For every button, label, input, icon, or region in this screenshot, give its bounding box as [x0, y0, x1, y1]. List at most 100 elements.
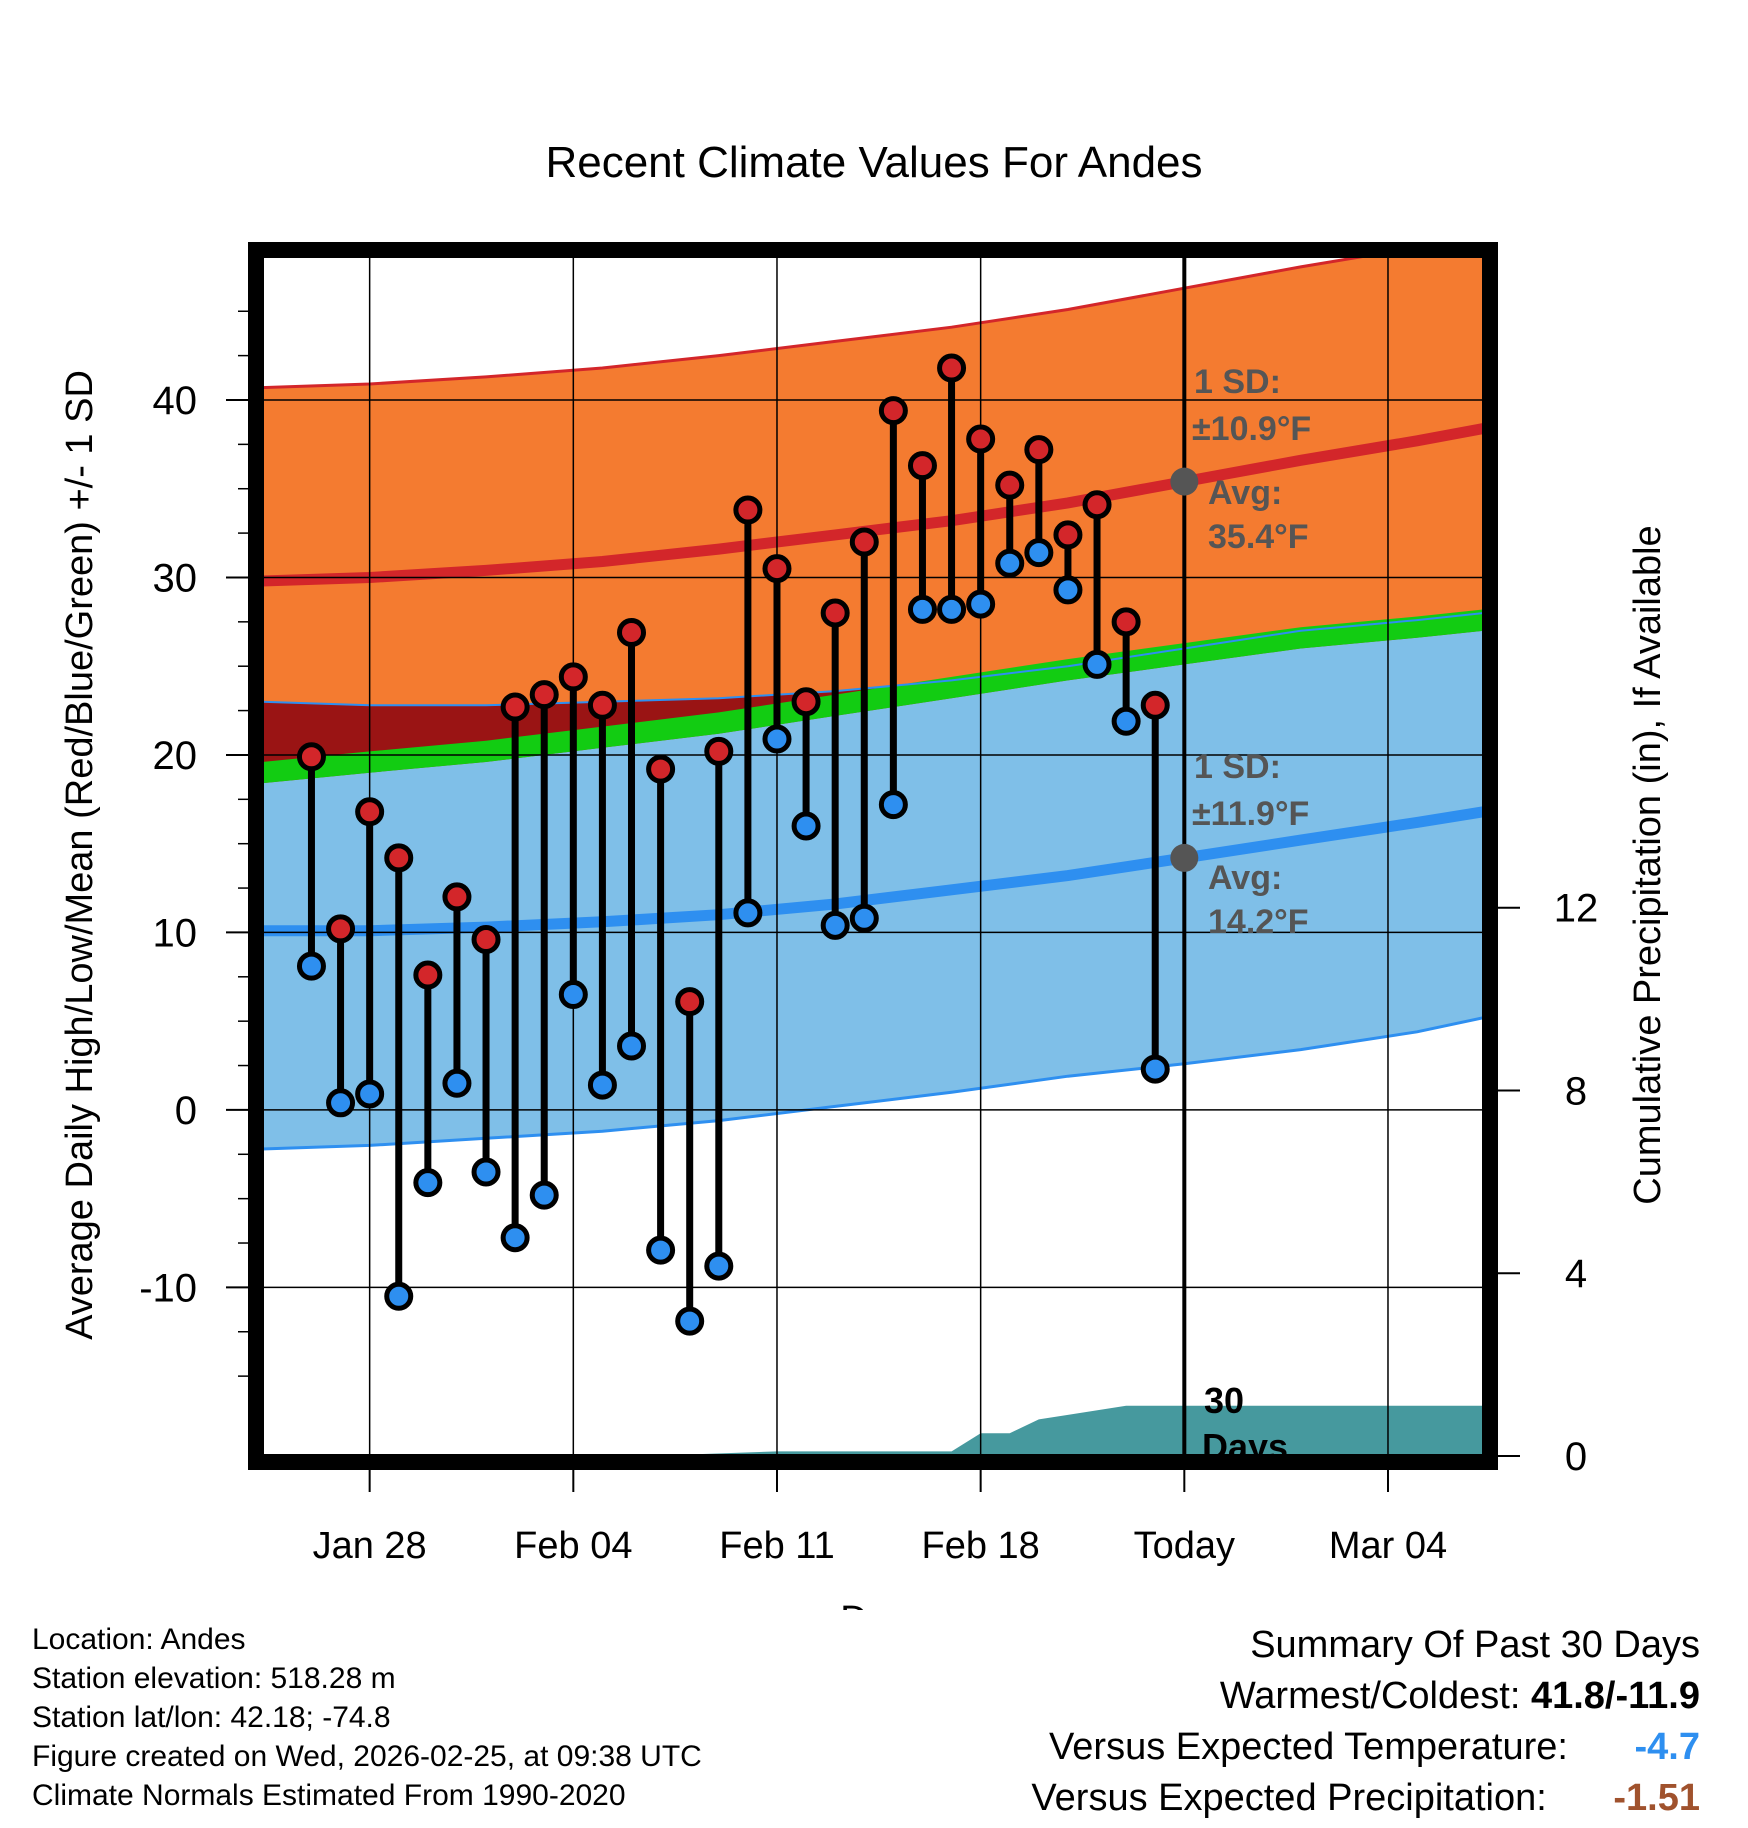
daily-low-marker — [296, 951, 326, 981]
daily-high-marker — [907, 451, 937, 481]
daily-high-marker — [733, 495, 763, 525]
daily-high-marker — [820, 598, 850, 628]
daily-low-marker — [791, 811, 821, 841]
daily-high-marker — [355, 797, 385, 827]
daily-high-marker — [762, 554, 792, 584]
daily-high-marker — [1082, 490, 1112, 520]
daily-high-marker — [675, 987, 705, 1017]
summary-precip-row: Versus Expected Precipitation: -1.51 — [1031, 1773, 1700, 1824]
y-tick-label: 0 — [175, 1089, 197, 1133]
elevation-text: Station elevation: 518.28 m — [32, 1662, 396, 1695]
low-avg-label: Avg: — [1208, 859, 1282, 897]
station-info: Location: Andes Station elevation: 518.2… — [32, 1620, 702, 1815]
x-tick-label: Mar 04 — [1329, 1525, 1447, 1567]
daily-low-marker — [646, 1235, 676, 1265]
plot-frame — [248, 242, 1498, 1470]
daily-low-marker — [471, 1157, 501, 1187]
daily-low-marker — [995, 548, 1025, 578]
y2-tick-label: 12 — [1554, 887, 1599, 931]
daily-low-marker — [849, 903, 879, 933]
high-avg-value: 35.4°F — [1208, 518, 1309, 556]
daily-low-marker — [413, 1168, 443, 1198]
low-lower-edge — [262, 1016, 1484, 1151]
warmest-value: 41.8/-11.9 — [1530, 1675, 1700, 1717]
summary-title: Summary Of Past 30 Days — [1250, 1624, 1700, 1666]
daily-low-marker — [384, 1281, 414, 1311]
precip-value: -1.51 — [1613, 1777, 1700, 1819]
daily-high-marker — [849, 527, 879, 557]
y-tick-label: 10 — [153, 911, 198, 955]
daily-low-marker — [1111, 706, 1141, 736]
daily-high-marker — [413, 960, 443, 990]
daily-high-marker — [1111, 607, 1141, 637]
daily-low-marker — [937, 594, 967, 624]
temp-value: -4.7 — [1634, 1726, 1700, 1768]
y-axis-label: Average Daily High/Low/Mean (Red/Blue/Gr… — [59, 370, 101, 1340]
y-tick-label: 40 — [153, 379, 198, 423]
daily-high-marker — [529, 680, 559, 710]
y2-tick-label: 4 — [1565, 1252, 1587, 1296]
y2-axis-label: Cumulative Precipitation (in), If Availa… — [1627, 525, 1669, 1204]
daily-high-marker — [937, 353, 967, 383]
x-tick-label: Jan 28 — [313, 1525, 427, 1567]
daily-low-marker — [355, 1079, 385, 1109]
daily-low-marker — [1053, 575, 1083, 605]
daily-low-marker — [442, 1068, 472, 1098]
y-tick-label: 20 — [153, 734, 198, 778]
daily-high-marker — [1140, 690, 1170, 720]
daily-high-marker — [471, 925, 501, 955]
precip-label: Versus Expected Precipitation: — [1031, 1777, 1547, 1819]
daily-high-marker — [966, 424, 996, 454]
y-tick-label: -10 — [139, 1266, 197, 1310]
warmest-label: Warmest/Coldest: — [1219, 1675, 1521, 1717]
daily-low-marker — [762, 724, 792, 754]
high-sd-label: 1 SD: — [1194, 363, 1281, 401]
x-tick-label: Feb 11 — [719, 1525, 834, 1567]
daily-high-marker — [878, 396, 908, 426]
y2-tick-label: 8 — [1565, 1069, 1587, 1113]
daily-high-marker — [1053, 520, 1083, 550]
daily-low-marker — [966, 589, 996, 619]
daily-high-marker — [646, 754, 676, 784]
x-tick-label: Today — [1134, 1525, 1235, 1567]
daily-high-marker — [384, 843, 414, 873]
high-sd-band — [262, 258, 1484, 706]
days-count-label: 30 — [1204, 1380, 1244, 1421]
daily-low-marker — [587, 1070, 617, 1100]
low-sd-label: 1 SD: — [1194, 748, 1281, 786]
daily-low-marker — [1082, 649, 1112, 679]
chart-title: Recent Climate Values For Andes — [545, 138, 1202, 187]
daily-high-marker — [995, 470, 1025, 500]
low-average-line — [262, 806, 1484, 937]
y-tick-label: 30 — [153, 556, 198, 600]
low-sd-value: ±11.9°F — [1192, 795, 1309, 833]
high-sd-value: ±10.9°F — [1192, 410, 1311, 448]
low-average-marker — [1170, 843, 1199, 872]
daily-low-marker — [500, 1223, 530, 1253]
daily-high-marker — [500, 692, 530, 722]
low-sd-band — [262, 630, 1484, 1149]
daily-low-marker — [1024, 538, 1054, 568]
latlon-text: Station lat/lon: 42.18; -74.8 — [32, 1701, 391, 1734]
low-avg-value: 14.2°F — [1208, 903, 1309, 941]
mean-band — [262, 609, 1484, 784]
climate-chart: Recent Climate Values For Andes -10 0 10 20… — [59, 138, 1669, 1610]
summary-warmest-row: Warmest/Coldest: 41.8/-11.9 — [1031, 1671, 1700, 1722]
daily-low-marker — [617, 1031, 647, 1061]
high-average-marker — [1170, 467, 1199, 496]
summary-panel: Summary Of Past 30 Days Warmest/Coldest:… — [1031, 1620, 1700, 1824]
daily-high-marker — [1024, 435, 1054, 465]
daily-low-marker — [907, 594, 937, 624]
daily-high-marker — [326, 914, 356, 944]
normals-text: Climate Normals Estimated From 1990-2020 — [32, 1779, 626, 1812]
daily-low-marker — [820, 910, 850, 940]
daily-low-marker — [675, 1306, 705, 1336]
summary-temp-row: Versus Expected Temperature: -4.7 — [1031, 1722, 1700, 1773]
daily-low-marker — [704, 1251, 734, 1281]
daily-low-marker — [558, 980, 588, 1010]
high-avg-label: Avg: — [1208, 474, 1282, 512]
x-tick-label: Feb 04 — [514, 1525, 632, 1567]
daily-low-marker — [733, 898, 763, 928]
daily-high-marker — [558, 662, 588, 692]
daily-low-marker — [529, 1180, 559, 1210]
